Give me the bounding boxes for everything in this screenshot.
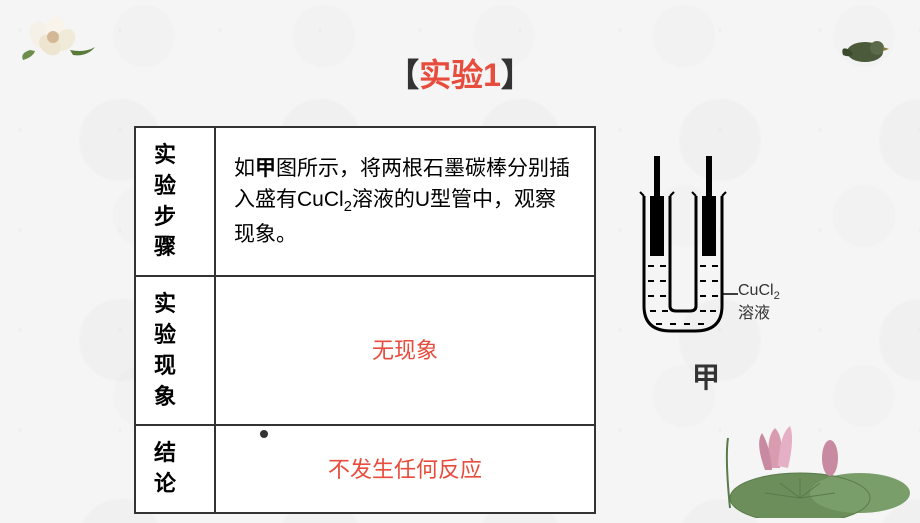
flower-decoration-top-left <box>15 15 105 65</box>
row-label-conclusion: 结论 <box>135 425 215 513</box>
figure-label: 甲 <box>692 356 720 396</box>
table-row: 实验步骤 如甲图所示，将两根石墨碳棒分别插入盛有CuCl2溶液的U型管中，观察现… <box>135 127 595 276</box>
row-label-steps: 实验步骤 <box>135 127 215 276</box>
row-label-phenomenon: 实验现象 <box>135 276 215 425</box>
title-bracket-right: 】 <box>501 57 533 93</box>
lotus-decoration-bottom <box>670 398 920 518</box>
chem-formula: CuCl <box>738 282 774 299</box>
row-content-phenomenon: 无现象 <box>215 276 595 425</box>
experiment-table: 实验步骤 如甲图所示，将两根石墨碳棒分别插入盛有CuCl2溶液的U型管中，观察现… <box>134 126 596 514</box>
row-content-steps: 如甲图所示，将两根石墨碳棒分别插入盛有CuCl2溶液的U型管中，观察现象。 <box>215 127 595 276</box>
chem-subscript: 2 <box>774 290 780 302</box>
table-row: 结论 不发生任何反应 <box>135 425 595 513</box>
chemical-label: CuCl2 溶液 <box>738 281 780 325</box>
u-tube-diagram: CuCl2 溶液 <box>626 146 786 346</box>
page-indicator-dot <box>260 430 268 438</box>
title-main: 实验1 <box>419 57 501 93</box>
page-title: 【实验1】 <box>0 0 920 96</box>
table-row: 实验现象 无现象 <box>135 276 595 425</box>
u-tube-diagram-container: CuCl2 溶液 甲 <box>626 146 786 396</box>
bird-decoration-top-right <box>835 30 895 70</box>
row-content-conclusion: 不发生任何反应 <box>215 425 595 513</box>
solution-text: 溶液 <box>738 305 770 322</box>
title-bracket-left: 【 <box>387 57 419 93</box>
